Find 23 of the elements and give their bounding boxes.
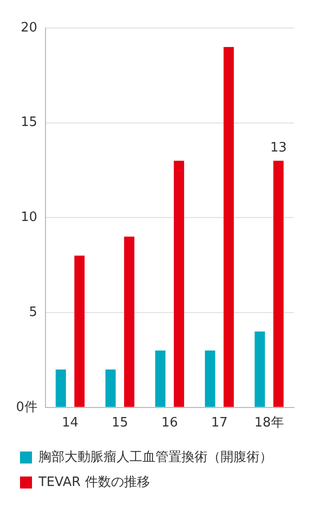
x-tick-label: 16 [161, 416, 178, 431]
data-label: 13 [270, 140, 287, 156]
y-tick-label: 5 [28, 304, 38, 320]
x-tick-label: 15 [112, 416, 128, 431]
bar [124, 236, 134, 407]
x-tick-label: 18年 [254, 416, 284, 431]
legend-label: TEVAR 件数の推移 [38, 474, 150, 490]
bar [56, 369, 66, 407]
y-tick-label: 15 [20, 115, 38, 130]
legend-label: 胸部大動脈瘤人工血管置換術（開腹術） [38, 448, 272, 465]
bar [273, 160, 284, 407]
bar [224, 46, 234, 407]
x-tick-label: 14 [62, 416, 78, 431]
y-tick-label: 0件 [16, 400, 38, 415]
bar [74, 256, 85, 407]
x-tick-label: 17 [211, 416, 228, 431]
y-tick-label: 20 [20, 20, 38, 36]
bar [174, 160, 184, 407]
y-tick-label: 10 [20, 210, 38, 226]
bar [105, 369, 116, 407]
bar [254, 332, 265, 407]
bar [155, 350, 166, 407]
bar [204, 350, 216, 407]
